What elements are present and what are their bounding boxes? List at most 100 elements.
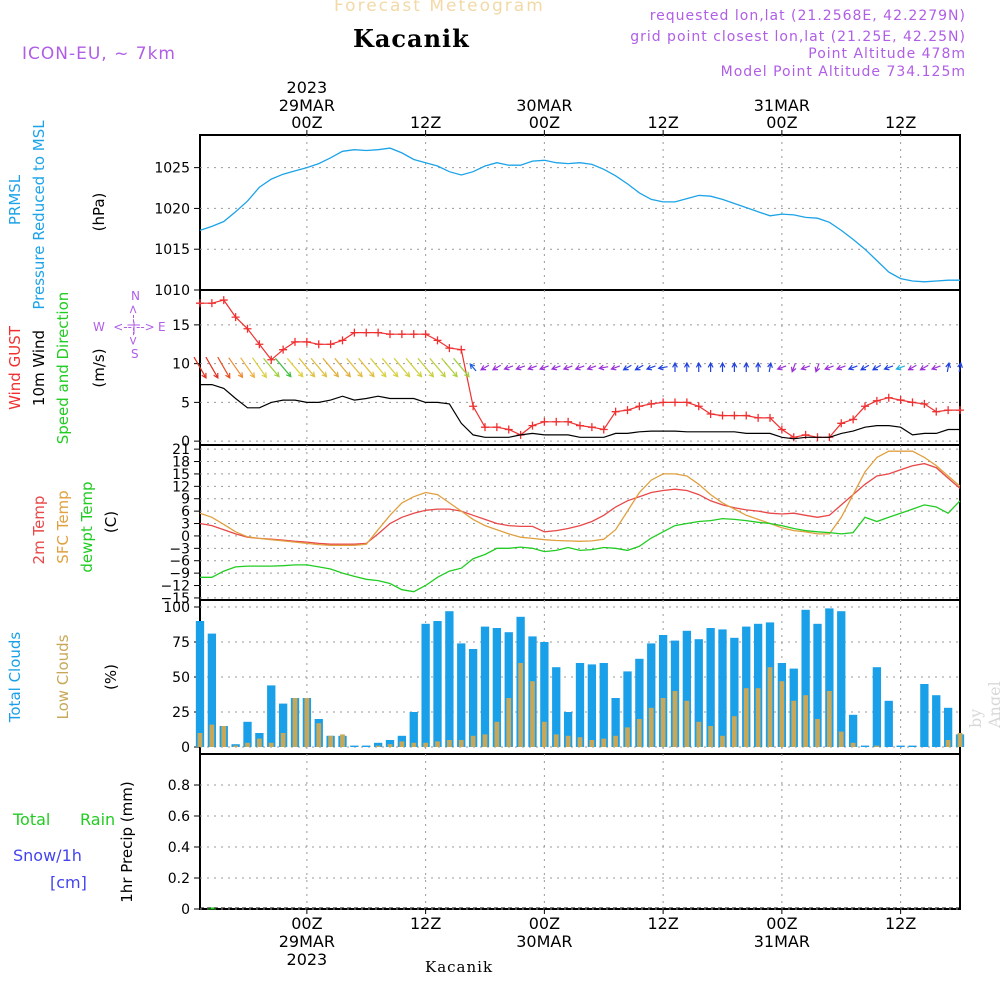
y-tick-label: 1010: [154, 283, 190, 299]
low-cloud-bar: [601, 738, 607, 747]
temp2m-line: [199, 462, 961, 545]
compass-ew-arrow: <--|-->: [113, 320, 154, 334]
axis-label-pressure: Pressure Reduced to MSL: [30, 120, 48, 310]
low-cloud-bar: [767, 667, 773, 747]
low-cloud-bar: [447, 740, 452, 747]
gust-marker: [576, 421, 584, 430]
low-cloud-bar: [316, 723, 322, 747]
wind-direction-arrow: [945, 361, 952, 373]
wind-direction-arrow: [441, 357, 458, 378]
total-cloud-bar: [860, 745, 870, 747]
gust-marker: [552, 417, 561, 426]
low-cloud-bar: [245, 742, 250, 747]
wind-direction-arrow: [393, 357, 411, 378]
gust-marker: [837, 419, 846, 428]
gust-marker: [896, 396, 905, 405]
date-label-bottom: 29MAR: [279, 932, 335, 951]
panel-frame: [199, 753, 961, 910]
axis-label-hpa: (hPa): [90, 193, 108, 232]
gust-marker: [386, 330, 394, 339]
date-label-top: 29MAR: [279, 96, 335, 115]
gust-marker: [492, 423, 501, 432]
total-cloud-bar: [599, 663, 608, 747]
total-cloud-bar: [872, 667, 882, 747]
total-cloud-bar: [350, 745, 359, 747]
y-tick-label: 0.8: [168, 778, 190, 794]
y-tick-label: 5: [181, 395, 190, 411]
wind-direction-arrow: [263, 357, 280, 378]
wind-direction-arrow: [381, 357, 399, 378]
low-cloud-bar: [589, 740, 595, 747]
gust-marker: [314, 340, 323, 349]
gust-marker: [920, 399, 929, 408]
wind-direction-arrow: [252, 357, 267, 379]
gust-marker: [196, 299, 204, 308]
total-cloud-bar: [623, 671, 632, 747]
y-tick-label: −9: [169, 566, 190, 582]
low-cloud-bar: [743, 688, 749, 747]
total-cloud-bar: [825, 608, 834, 747]
total-cloud-bar: [706, 628, 715, 747]
wind-direction-arrow: [369, 357, 387, 378]
total-cloud-bar: [457, 643, 466, 747]
low-cloud-bar: [625, 727, 630, 747]
total-cloud-bar: [243, 721, 252, 747]
low-cloud-bar: [399, 741, 405, 747]
gust-marker: [207, 299, 216, 308]
wind-direction-arrow: [538, 364, 549, 371]
x-tick-label-top: 00Z: [766, 113, 797, 132]
total-cloud-bar: [753, 623, 763, 747]
x-tick-label-bottom: 12Z: [885, 914, 916, 933]
total-cloud-bar: [896, 745, 905, 747]
low-cloud-bar: [684, 700, 690, 747]
compass-w: W: [93, 320, 105, 334]
low-cloud-bar: [209, 724, 215, 747]
gust-marker: [647, 399, 656, 408]
y-tick-label: 12: [172, 479, 190, 495]
low-cloud-bar: [375, 745, 381, 747]
y-tick-label: 0.6: [168, 809, 190, 825]
wind-direction-arrow: [310, 357, 328, 378]
x-tick-label-top: 00Z: [529, 113, 560, 132]
wind-direction-arrow: [417, 357, 435, 378]
y-tick-label: 75: [172, 635, 190, 651]
total-cloud-bar: [742, 626, 751, 747]
gust-line: [200, 299, 960, 438]
low-cloud-bar: [458, 740, 464, 747]
low-cloud-bar: [304, 698, 310, 747]
y-tick-label: −15: [160, 591, 190, 607]
total-cloud-bar: [920, 684, 929, 747]
wind-direction-arrow: [919, 364, 929, 371]
date-label-bottom: 30MAR: [516, 932, 572, 951]
total-cloud-bar: [730, 637, 739, 747]
wind-direction-arrow: [731, 361, 738, 372]
low-cloud-bar: [660, 698, 666, 747]
y-tick-label: 6: [181, 504, 190, 520]
low-cloud-bar: [755, 688, 761, 747]
gust-marker: [777, 425, 786, 434]
gust-marker: [350, 328, 359, 337]
axis-label-prmsl: PRMSL: [6, 174, 24, 225]
page-title: Kacanik: [353, 24, 470, 53]
wind-direction-arrow: [274, 357, 292, 378]
total-cloud-bar: [575, 663, 585, 747]
low-cloud-bar: [328, 735, 333, 747]
total-cloud-bar: [647, 643, 656, 747]
wind-direction-arrow: [480, 364, 490, 371]
total-cloud-bar: [504, 632, 513, 747]
total-cloud-bar: [908, 745, 917, 747]
wind-direction-arrow: [645, 364, 656, 371]
wind-direction-arrow: [193, 356, 207, 379]
low-cloud-bar: [720, 735, 725, 747]
wind-direction-arrow: [240, 357, 256, 379]
gust-marker: [659, 398, 668, 407]
wind-direction-arrow: [598, 364, 609, 371]
low-cloud-bar: [268, 742, 274, 747]
dewpoint-line: [200, 500, 961, 593]
gust-marker: [279, 345, 288, 354]
wind-direction-arrow: [217, 356, 231, 379]
low-cloud-bar: [506, 698, 512, 747]
gust-marker: [611, 407, 620, 416]
